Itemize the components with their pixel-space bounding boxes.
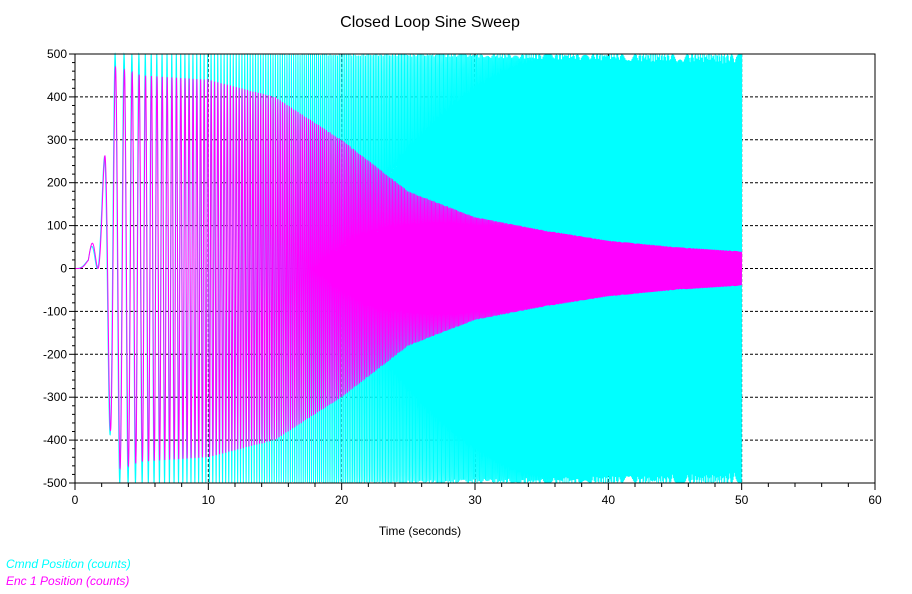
chart-title: Closed Loop Sine Sweep (340, 14, 520, 31)
y-tick-label: -300 (43, 390, 67, 404)
x-tick-label: 10 (202, 493, 216, 507)
y-tick-label: 0 (60, 262, 67, 276)
y-tick-label: 300 (47, 133, 67, 147)
y-tick-label: 400 (47, 90, 67, 104)
y-tick-label: -200 (43, 347, 67, 361)
series-line-enc1-position (75, 65, 743, 471)
x-tick-label: 50 (735, 493, 749, 507)
y-tick-label: 100 (47, 219, 67, 233)
y-tick-label: 500 (47, 47, 67, 61)
x-tick-label: 40 (602, 493, 616, 507)
axes: -500 -400 -300 -200 -100 0 100 200 300 400 500 0 10 2… (43, 47, 882, 507)
x-tick-label: 30 (468, 493, 482, 507)
x-axis-label: Time (seconds) (379, 524, 461, 538)
legend-item-cmnd-position: Cmnd Position (counts) (6, 557, 131, 571)
y-tick-label: -100 (43, 304, 67, 318)
y-tick-label: -400 (43, 433, 67, 447)
x-tick-label: 60 (868, 493, 882, 507)
legend-item-enc1-position: Enc 1 Position (counts) (6, 574, 130, 588)
y-tick-label: -500 (43, 476, 67, 490)
x-tick-label: 0 (72, 493, 79, 507)
y-tick-label: 200 (47, 176, 67, 190)
x-tick-label: 20 (335, 493, 349, 507)
series-layer (75, 52, 743, 485)
